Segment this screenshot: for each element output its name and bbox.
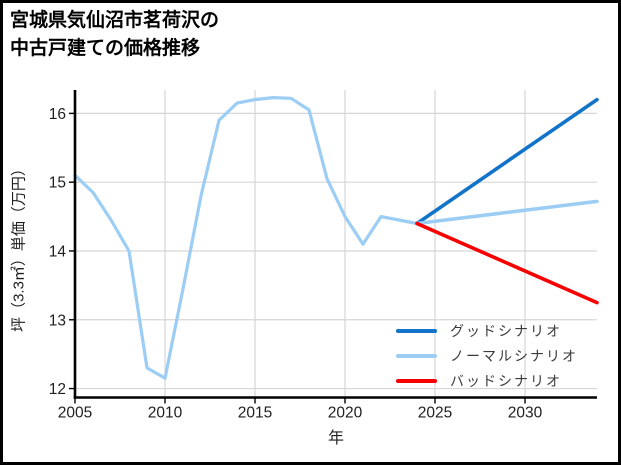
legend-item-good-scenario: グッドシナリオ: [396, 318, 578, 343]
y-tick-label-13: 13: [49, 312, 66, 329]
x-axis-label: 年: [327, 430, 344, 447]
legend-item-normal-scenario: ノーマルシナリオ: [396, 343, 578, 368]
x-tick-label-2030: 2030: [508, 405, 543, 422]
series-line-ノーマルシナリオ: [415, 199, 599, 226]
legend-label-normal-scenario: ノーマルシナリオ: [450, 347, 578, 364]
x-tick-label-2005: 2005: [58, 405, 92, 422]
x-tick-label-2020: 2020: [328, 405, 363, 422]
bad-scenario-line-swatch: [396, 378, 437, 383]
y-axis-label: 坪（3.3㎡）単価（万円）: [10, 161, 28, 332]
y-tick-label-16: 16: [49, 106, 66, 123]
chart-title: 宮城県気仙沼市茗荷沢の 中古戸建ての価格推移: [10, 10, 220, 59]
x-tick-label-2010: 2010: [148, 405, 183, 422]
x-tick-label-2025: 2025: [418, 405, 452, 422]
y-tick-label-15: 15: [49, 175, 66, 192]
y-tick-label-14: 14: [49, 243, 67, 260]
legend-label-bad-scenario: バッドシナリオ: [450, 372, 562, 389]
x-tick-label-2015: 2015: [238, 405, 272, 422]
series-line-バッドシナリオ: [415, 221, 599, 305]
good-scenario-line-swatch: [396, 328, 437, 333]
legend-label-good-scenario: グッドシナリオ: [450, 322, 562, 339]
legend-item-bad-scenario: バッドシナリオ: [396, 368, 578, 393]
legend: グッドシナリオ ノーマルシナリオ バッドシナリオ: [396, 318, 578, 393]
y-tick-label-12: 12: [49, 381, 66, 398]
series-line-history: [73, 95, 419, 380]
normal-scenario-line-swatch: [396, 353, 437, 358]
series-line-グッドシナリオ: [415, 97, 599, 226]
